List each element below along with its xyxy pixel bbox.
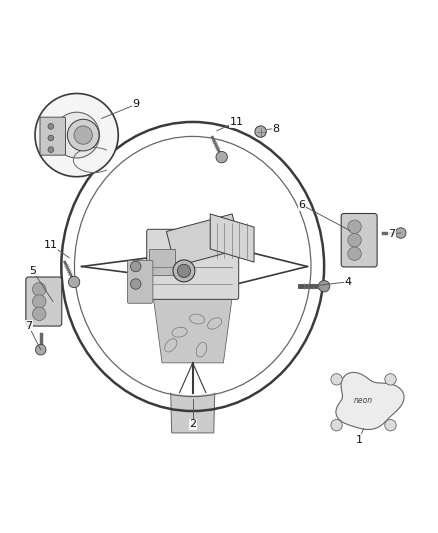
Circle shape — [35, 93, 118, 177]
Text: 6: 6 — [299, 200, 306, 210]
Circle shape — [173, 260, 195, 282]
FancyBboxPatch shape — [341, 214, 377, 267]
Polygon shape — [166, 214, 241, 266]
Polygon shape — [336, 373, 404, 430]
Circle shape — [385, 419, 396, 431]
Circle shape — [216, 151, 227, 163]
Polygon shape — [149, 249, 175, 275]
Text: 2: 2 — [189, 419, 196, 429]
FancyBboxPatch shape — [26, 277, 62, 326]
Circle shape — [331, 419, 342, 431]
Circle shape — [74, 126, 92, 144]
Circle shape — [318, 280, 330, 292]
Circle shape — [32, 282, 46, 296]
Circle shape — [385, 374, 396, 385]
Circle shape — [32, 307, 46, 320]
FancyBboxPatch shape — [127, 260, 153, 303]
Text: neon: neon — [354, 395, 373, 405]
Circle shape — [131, 261, 141, 272]
Text: 11: 11 — [230, 117, 244, 127]
FancyBboxPatch shape — [147, 229, 239, 300]
Circle shape — [48, 135, 54, 141]
Text: 4: 4 — [345, 277, 352, 287]
Circle shape — [48, 124, 54, 130]
Ellipse shape — [76, 138, 310, 395]
Text: 9: 9 — [132, 100, 139, 109]
Circle shape — [48, 147, 54, 152]
Circle shape — [396, 228, 406, 238]
Text: 5: 5 — [29, 266, 36, 276]
Circle shape — [348, 233, 361, 247]
FancyBboxPatch shape — [40, 117, 65, 155]
Polygon shape — [210, 214, 254, 262]
Circle shape — [67, 119, 99, 151]
Circle shape — [331, 374, 342, 385]
Text: 8: 8 — [272, 124, 279, 134]
Polygon shape — [169, 310, 217, 433]
Circle shape — [348, 220, 361, 233]
Text: 7: 7 — [25, 321, 32, 330]
Text: 11: 11 — [43, 240, 57, 249]
Polygon shape — [153, 297, 232, 363]
Circle shape — [348, 247, 361, 261]
Circle shape — [255, 126, 266, 138]
Circle shape — [54, 112, 99, 158]
Circle shape — [68, 276, 80, 288]
Text: 7: 7 — [389, 229, 396, 239]
Circle shape — [131, 279, 141, 289]
Circle shape — [35, 344, 46, 355]
Circle shape — [177, 264, 191, 278]
Circle shape — [32, 295, 46, 308]
Text: 1: 1 — [356, 434, 363, 445]
